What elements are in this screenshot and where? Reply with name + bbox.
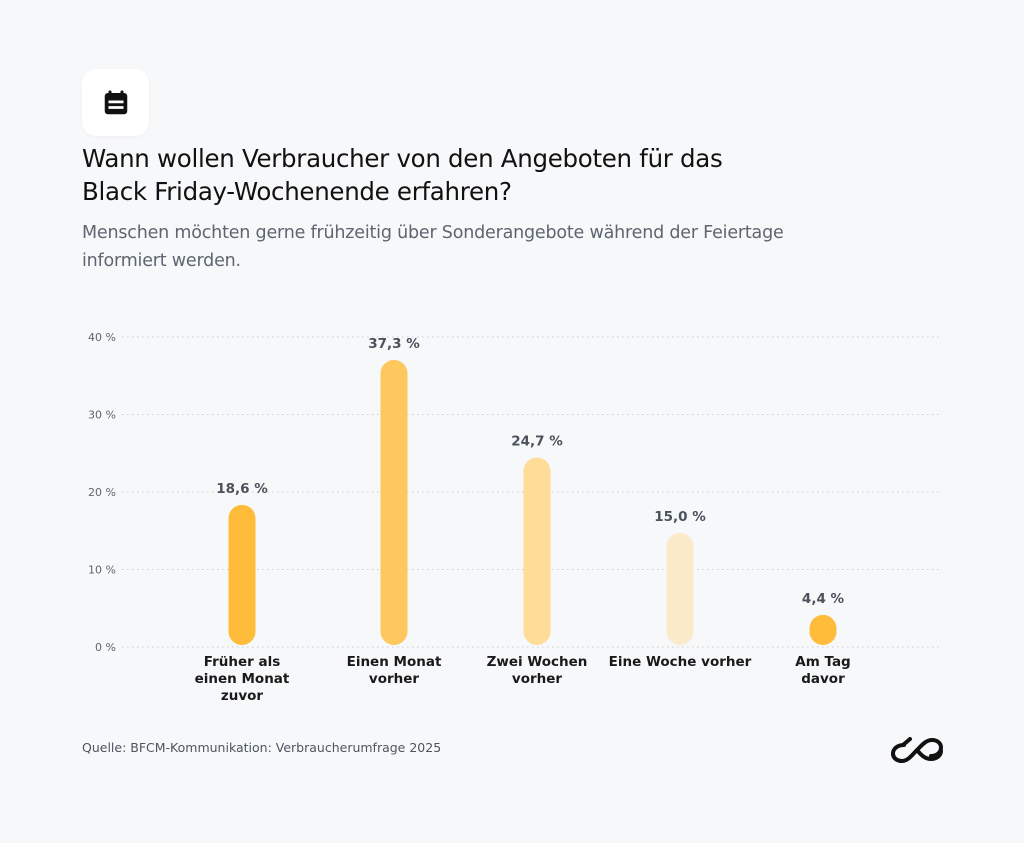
brand-logo-icon	[890, 737, 944, 764]
x-category-label: vorher	[369, 671, 419, 687]
calendar-icon-card	[82, 69, 149, 136]
x-category-label: davor	[801, 671, 845, 687]
data-label: 18,6 %	[216, 481, 268, 497]
x-category-label: Früher als	[204, 654, 281, 670]
brand-logo	[890, 735, 944, 769]
calendar-icon	[104, 90, 127, 114]
y-tick-label: 10 %	[88, 564, 116, 577]
chart-subtitle: Menschen möchten gerne frühzeitig über S…	[82, 219, 902, 275]
source-note: Quelle: BFCM-Kommunikation: Verbraucheru…	[82, 740, 442, 755]
y-tick-label: 0 %	[95, 641, 116, 654]
chart-title: Wann wollen Verbraucher von den Angebote…	[82, 142, 842, 208]
chart-title-line-2: Black Friday-Wochenende erfahren?	[82, 177, 512, 206]
bar	[380, 359, 408, 645]
bar	[228, 504, 256, 645]
bar	[523, 457, 551, 645]
x-category-label: einen Monat	[195, 671, 290, 687]
y-tick-label: 30 %	[88, 409, 116, 422]
x-category-label: Am Tag	[795, 654, 850, 670]
bar	[666, 532, 694, 645]
x-category-label: Zwei Wochen	[487, 654, 588, 670]
chart-subtitle-line-2: informiert werden.	[82, 251, 241, 271]
x-category-label: zuvor	[221, 688, 264, 704]
data-label: 4,4 %	[802, 591, 845, 607]
data-label: 15,0 %	[654, 509, 706, 525]
chart-title-line-1: Wann wollen Verbraucher von den Angebote…	[82, 144, 723, 173]
y-tick-label: 20 %	[88, 486, 116, 499]
bar	[809, 614, 837, 645]
data-label: 24,7 %	[511, 434, 563, 450]
x-category-label: Einen Monat	[347, 654, 442, 670]
chart-subtitle-line-1: Menschen möchten gerne frühzeitig über S…	[82, 223, 784, 243]
y-tick-label: 40 %	[88, 331, 116, 344]
data-label: 37,3 %	[368, 336, 420, 352]
x-category-label: Eine Woche vorher	[609, 654, 752, 670]
x-category-label: vorher	[512, 671, 562, 687]
